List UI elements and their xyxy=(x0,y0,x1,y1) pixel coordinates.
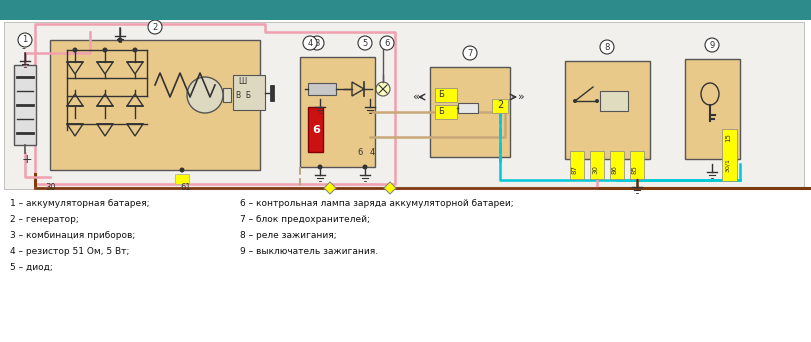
Bar xyxy=(629,151,643,179)
Circle shape xyxy=(132,48,137,53)
Bar xyxy=(599,91,627,111)
Text: 3: 3 xyxy=(314,39,320,48)
Bar xyxy=(435,88,457,102)
Text: Б: Б xyxy=(437,90,444,99)
Text: 7 – блок предохранителей;: 7 – блок предохранителей; xyxy=(240,215,370,224)
Text: 30/1: 30/1 xyxy=(724,158,729,172)
Circle shape xyxy=(380,36,393,50)
Text: 4: 4 xyxy=(370,148,375,157)
Bar xyxy=(564,61,649,159)
Text: 30: 30 xyxy=(45,183,56,192)
Text: 8 – реле зажигания;: 8 – реле зажигания; xyxy=(240,231,337,240)
Text: »: » xyxy=(517,92,524,102)
Text: 2 – генератор;: 2 – генератор; xyxy=(10,215,79,224)
Circle shape xyxy=(317,165,322,170)
Polygon shape xyxy=(324,182,336,194)
Bar xyxy=(684,59,739,159)
Text: 86: 86 xyxy=(611,165,617,174)
Text: 6 – контрольная лампа заряда аккумуляторной батареи;: 6 – контрольная лампа заряда аккумулятор… xyxy=(240,199,513,208)
Bar xyxy=(14,65,36,145)
Bar xyxy=(233,75,264,110)
Bar xyxy=(721,129,736,181)
Circle shape xyxy=(599,40,613,54)
Text: 85: 85 xyxy=(631,165,637,174)
Circle shape xyxy=(358,36,371,50)
Bar xyxy=(435,105,457,119)
Text: -: - xyxy=(21,43,25,53)
Circle shape xyxy=(72,48,77,53)
Text: 6: 6 xyxy=(311,125,320,135)
Circle shape xyxy=(594,99,599,103)
Bar xyxy=(307,83,336,95)
Text: 9: 9 xyxy=(709,40,714,50)
Text: 5 – диод;: 5 – диод; xyxy=(10,263,53,272)
Circle shape xyxy=(118,38,122,42)
Text: 6: 6 xyxy=(357,148,362,157)
Text: 1 – аккумуляторная батарея;: 1 – аккумуляторная батарея; xyxy=(10,199,149,208)
Circle shape xyxy=(704,38,718,52)
Text: 2: 2 xyxy=(496,100,503,110)
Circle shape xyxy=(362,165,367,170)
Text: 15: 15 xyxy=(724,133,730,142)
Text: 4: 4 xyxy=(307,39,312,48)
Bar xyxy=(609,151,623,179)
Bar xyxy=(430,67,509,157)
Text: 6: 6 xyxy=(384,39,389,48)
Polygon shape xyxy=(384,182,396,194)
Bar xyxy=(4,22,803,189)
Text: 3 – комбинация приборов;: 3 – комбинация приборов; xyxy=(10,231,135,240)
Text: 2: 2 xyxy=(152,23,157,31)
Text: 87: 87 xyxy=(571,165,577,174)
Bar xyxy=(0,0,811,20)
Text: 4 – резистор 51 Ом, 5 Вт;: 4 – резистор 51 Ом, 5 Вт; xyxy=(10,247,129,256)
Circle shape xyxy=(462,46,476,60)
Circle shape xyxy=(375,82,389,96)
Circle shape xyxy=(18,33,32,47)
Text: 7: 7 xyxy=(467,49,472,57)
Text: «: « xyxy=(411,92,418,102)
Bar xyxy=(223,88,230,102)
Text: 1: 1 xyxy=(23,36,28,44)
Circle shape xyxy=(187,77,223,113)
Bar xyxy=(569,151,583,179)
Text: В  Б: В Б xyxy=(236,91,251,100)
Text: 9 – выключатель зажигания.: 9 – выключатель зажигания. xyxy=(240,247,378,256)
Text: Ш: Ш xyxy=(238,77,246,86)
Bar xyxy=(307,107,323,152)
Text: 61: 61 xyxy=(180,183,191,192)
Text: Б: Б xyxy=(437,107,444,116)
Circle shape xyxy=(310,36,324,50)
Text: 8: 8 xyxy=(603,42,609,52)
Bar xyxy=(491,99,508,113)
Circle shape xyxy=(148,20,162,34)
Circle shape xyxy=(573,99,577,103)
Bar xyxy=(50,40,260,170)
Text: +: + xyxy=(22,153,32,166)
Circle shape xyxy=(303,36,316,50)
Circle shape xyxy=(102,48,107,53)
Bar xyxy=(299,57,375,167)
Bar xyxy=(457,103,478,113)
Bar xyxy=(175,174,189,184)
Bar xyxy=(590,151,603,179)
Text: 30: 30 xyxy=(591,165,597,174)
Text: 5: 5 xyxy=(362,39,367,48)
Circle shape xyxy=(179,168,184,172)
